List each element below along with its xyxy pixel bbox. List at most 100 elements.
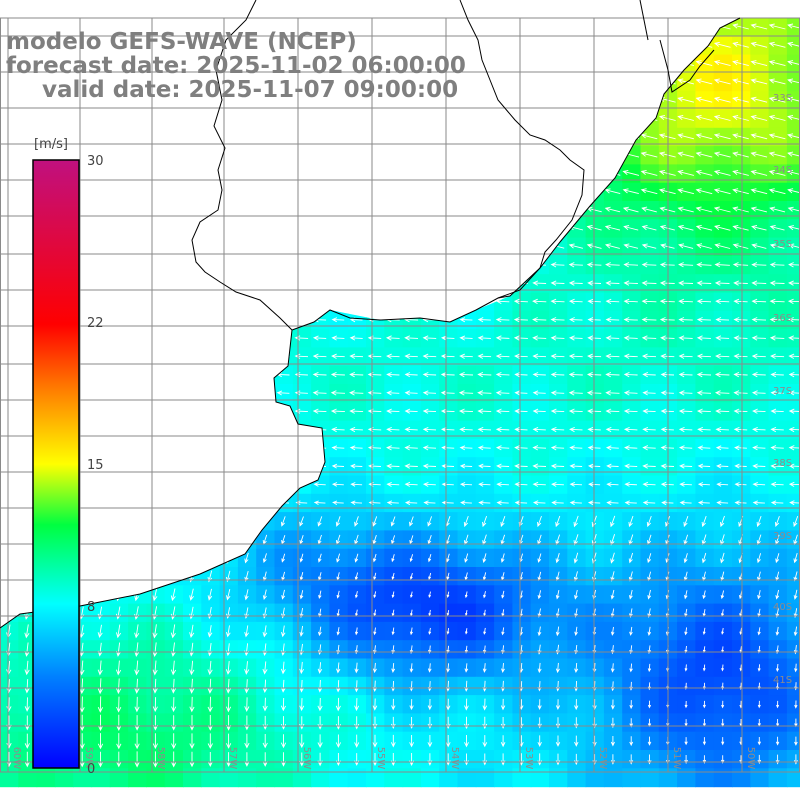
- arrow-icon: [751, 225, 767, 231]
- speed-cell: [402, 548, 422, 568]
- speed-cell: [0, 676, 19, 696]
- speed-cell: [183, 676, 202, 696]
- arrow-icon: [788, 317, 800, 323]
- arrow-icon: [555, 552, 560, 564]
- arrow-icon: [532, 280, 547, 286]
- speed-cell: [347, 585, 367, 605]
- arrow-icon: [696, 408, 711, 414]
- speed-cell: [292, 695, 312, 714]
- arrow-icon: [788, 426, 800, 433]
- arrow-icon: [330, 390, 346, 396]
- speed-cell: [713, 603, 733, 623]
- arrow-icon: [604, 206, 621, 213]
- arrow-icon: [788, 243, 800, 249]
- arrow-icon: [312, 371, 327, 378]
- arrow-icon: [769, 262, 785, 268]
- arrow-icon: [715, 335, 730, 341]
- arrow-icon: [695, 206, 713, 213]
- speed-cell: [732, 603, 751, 623]
- arrow-icon: [641, 280, 657, 286]
- arrow-icon: [404, 426, 418, 432]
- arrow-icon: [697, 500, 710, 505]
- arrow-icon: [244, 589, 249, 601]
- speed-cell: [512, 512, 532, 531]
- speed-cell: [109, 621, 129, 641]
- arrow-icon: [152, 715, 159, 731]
- arrow-icon: [514, 463, 528, 469]
- speed-cell: [347, 676, 367, 696]
- arrow-icon: [422, 353, 437, 359]
- arrow-icon: [280, 625, 286, 638]
- speed-cell: [475, 658, 495, 678]
- speed-cell: [420, 768, 440, 788]
- arrow-icon: [641, 262, 657, 268]
- arrow-icon: [641, 206, 657, 213]
- arrow-icon: [587, 463, 601, 469]
- speed-cell: [329, 621, 349, 641]
- arrow-icon: [733, 353, 748, 359]
- speed-cell: [329, 512, 349, 531]
- speed-cell: [512, 695, 532, 714]
- arrow-icon: [640, 188, 658, 195]
- arrow-icon: [495, 353, 510, 359]
- speed-cell: [256, 567, 276, 586]
- arrow-icon: [116, 751, 122, 768]
- arrow-icon: [629, 626, 633, 636]
- speed-cell: [457, 567, 477, 586]
- arrow-icon: [695, 188, 713, 195]
- speed-cell: [402, 676, 422, 696]
- arrow-icon: [514, 481, 528, 487]
- speed-cell: [201, 640, 221, 660]
- arrow-icon: [6, 679, 12, 694]
- arrow-icon: [752, 408, 766, 414]
- speed-cell: [237, 603, 257, 623]
- latitude-label: 39S: [773, 531, 792, 542]
- arrow-icon: [574, 626, 578, 637]
- longitude-label: 51W: [671, 747, 682, 770]
- arrow-icon: [574, 662, 579, 674]
- arrow-icon: [441, 463, 455, 469]
- arrow-icon: [629, 718, 634, 728]
- arrow-icon: [390, 734, 396, 748]
- arrow-icon: [768, 96, 786, 103]
- arrow-icon: [628, 552, 634, 564]
- arrow-icon: [349, 335, 363, 341]
- colorbar-tick-label: 0: [87, 762, 95, 777]
- speed-cell: [677, 768, 696, 788]
- arrow-icon: [623, 243, 639, 249]
- speed-cell: [530, 621, 550, 641]
- arrow-icon: [501, 663, 505, 673]
- speed-cell: [567, 768, 587, 788]
- speed-cell: [439, 658, 459, 678]
- arrow-icon: [750, 60, 768, 67]
- arrow-icon: [750, 169, 768, 176]
- arrow-icon: [189, 588, 194, 601]
- speed-cell: [512, 585, 532, 605]
- arrow-icon: [732, 243, 749, 249]
- speed-cell: [420, 640, 440, 660]
- arrow-icon: [464, 628, 468, 635]
- speed-cell: [439, 676, 459, 696]
- arrow-icon: [446, 610, 450, 617]
- speed-cell: [402, 621, 422, 641]
- speed-cell: [384, 603, 404, 623]
- speed-cell: [585, 621, 605, 641]
- speed-cell: [585, 695, 605, 714]
- arrow-icon: [605, 317, 620, 323]
- speed-cell: [786, 329, 800, 348]
- arrow-icon: [317, 553, 322, 563]
- arrow-icon: [734, 500, 747, 505]
- speed-cell: [128, 695, 147, 714]
- speed-cell: [786, 164, 800, 184]
- speed-cell: [494, 695, 513, 714]
- arrow-icon: [97, 733, 104, 750]
- longitude-label: 56W: [301, 747, 312, 770]
- speed-cell: [585, 567, 605, 586]
- arrow-icon: [428, 572, 432, 580]
- arrow-icon: [568, 298, 583, 304]
- arrow-icon: [678, 243, 694, 249]
- arrow-icon: [207, 733, 213, 750]
- arrow-icon: [610, 515, 616, 528]
- arrow-icon: [514, 372, 528, 378]
- colorbar: [m/s] 30 22 15 8 0: [32, 137, 104, 777]
